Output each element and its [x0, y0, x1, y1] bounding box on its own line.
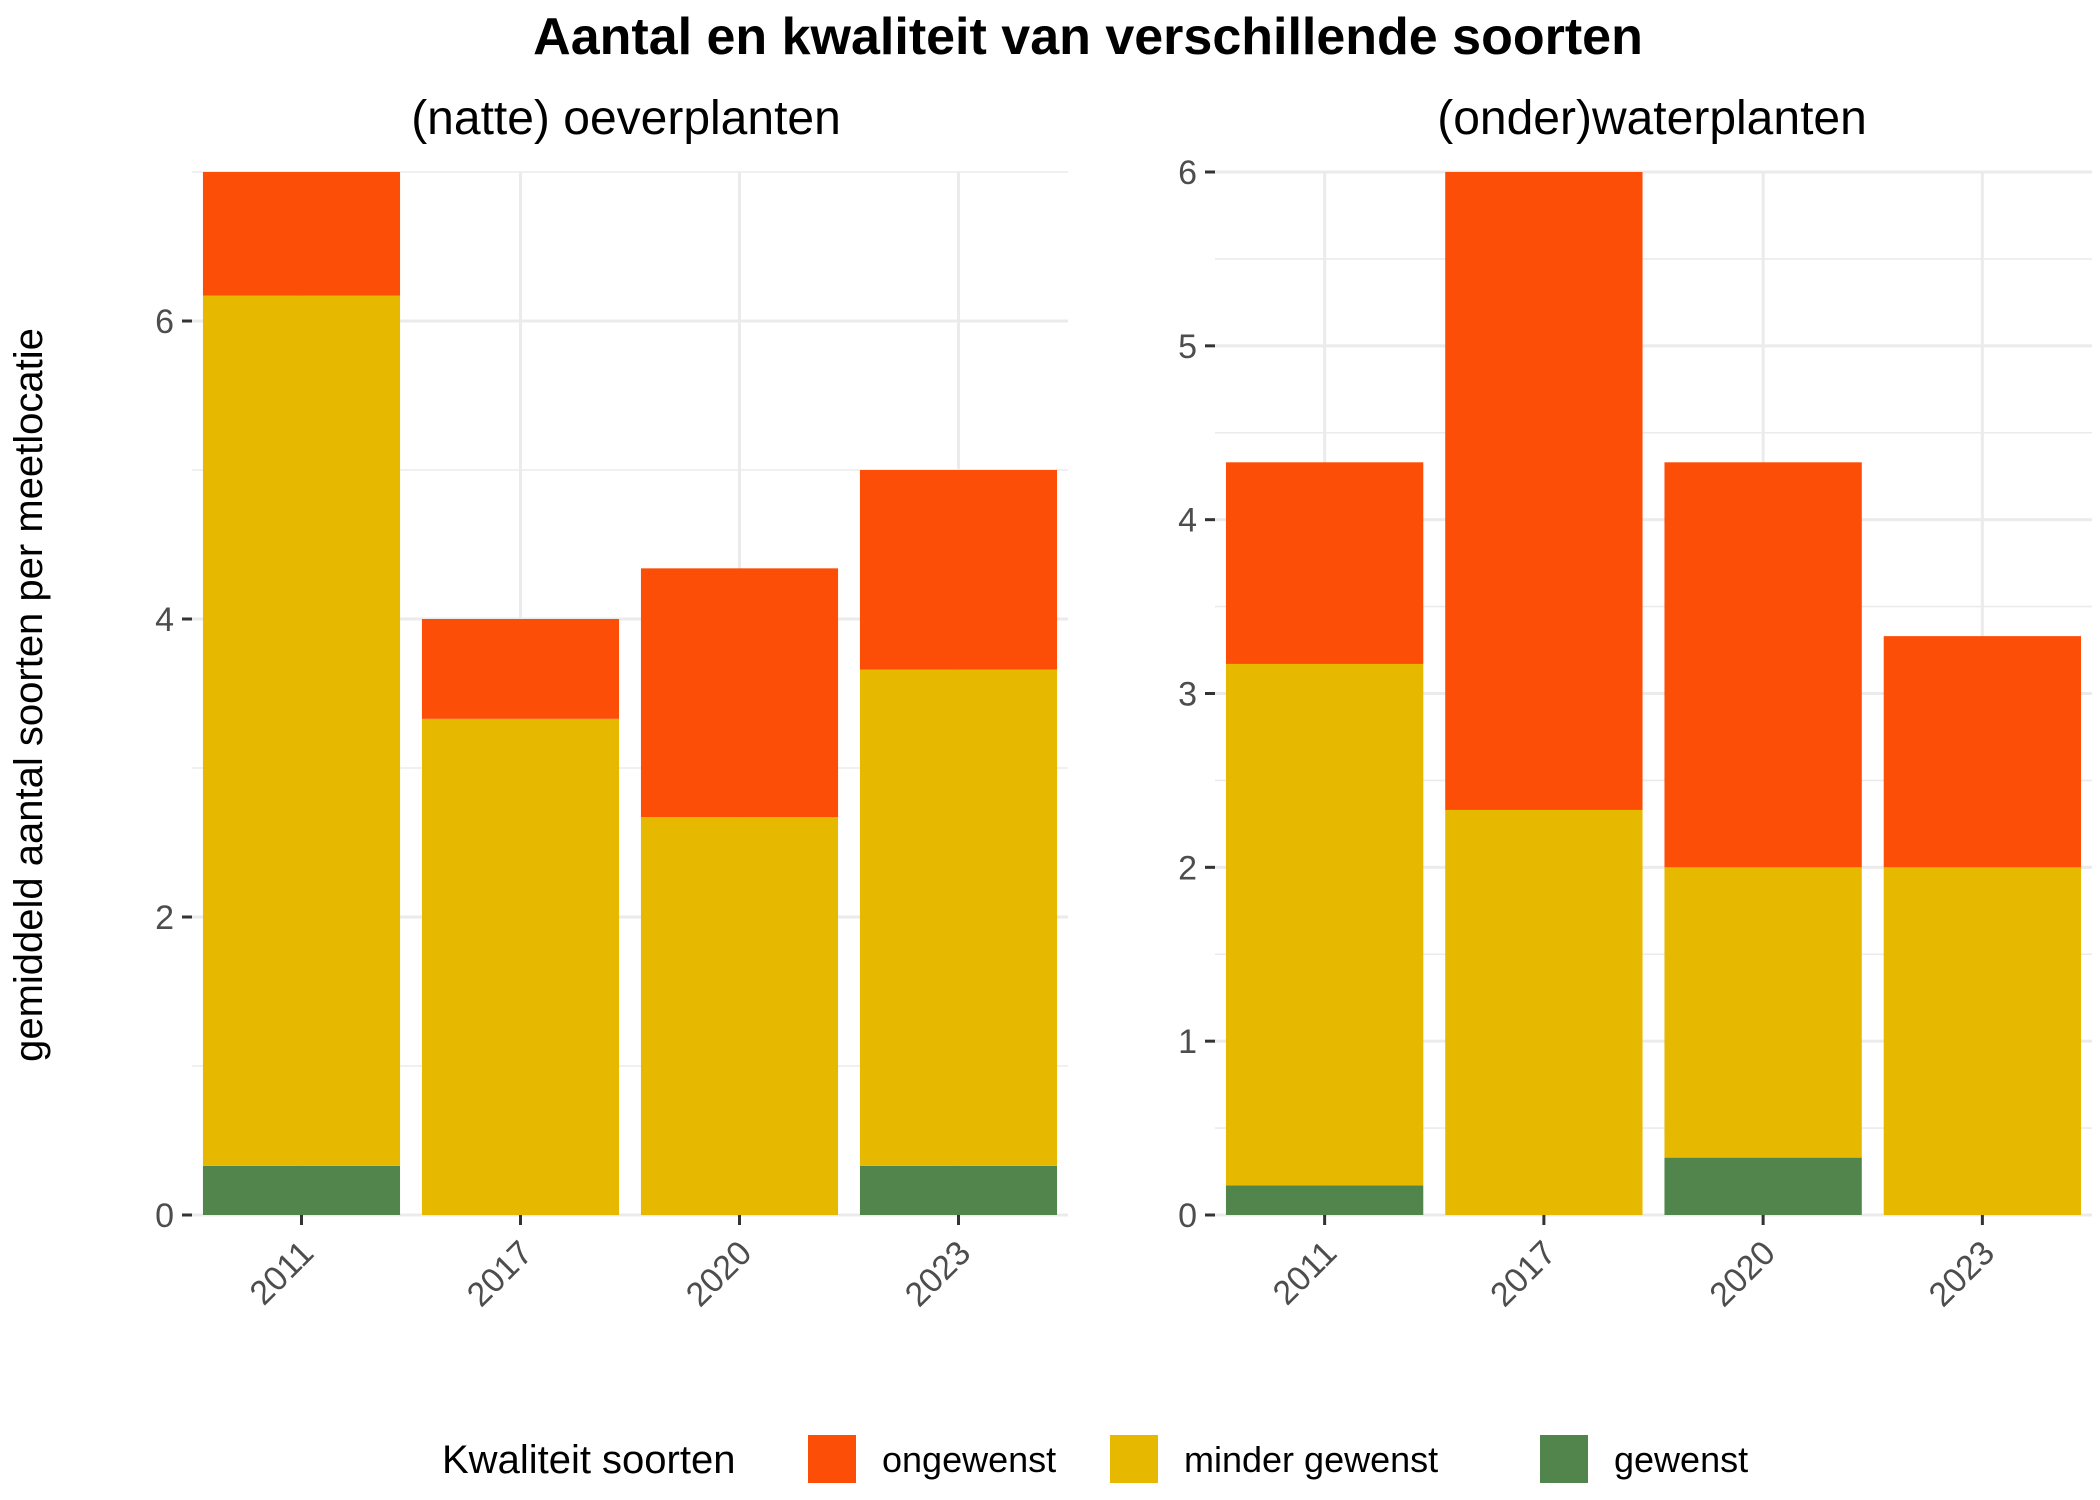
bar-ongewenst-2017	[1445, 172, 1643, 810]
y-tick-label: 6	[155, 303, 174, 341]
bar-minder-gewenst-2011	[1225, 663, 1424, 1186]
x-tick-label: 2020	[1702, 1234, 1782, 1314]
bar-minder-gewenst-2017	[421, 718, 620, 1215]
bars	[202, 172, 1058, 1215]
x-axis: 2011 2017 2020 2023	[1266, 1215, 2002, 1314]
bar-minder-gewenst-2020	[640, 817, 839, 1215]
y-tick-label: 4	[155, 601, 174, 639]
legend-key	[1110, 1435, 1158, 1483]
x-tick-label: 2023	[898, 1234, 978, 1314]
bars	[1225, 172, 2082, 1215]
bar-gewenst-2023	[859, 1165, 1058, 1215]
y-axis: 0 1 2 3 4 5 6	[1178, 154, 1215, 1235]
panel-1: (natte) oeverplanten 0 2 4 6 2011 2017 2020 2023	[155, 92, 1068, 1314]
x-tick-label: 2017	[1483, 1234, 1563, 1314]
legend-label: minder gewenst	[1184, 1439, 1438, 1480]
y-tick-label: 6	[1178, 154, 1197, 192]
bar-minder-gewenst-2023	[1883, 867, 2082, 1215]
y-axis: 0 2 4 6	[155, 303, 192, 1235]
y-tick-label: 3	[1178, 676, 1197, 714]
legend-item-ongewenst: ongewenst	[808, 1435, 1056, 1483]
bar-ongewenst-2020	[1664, 462, 1862, 868]
y-tick-label: 2	[1178, 849, 1197, 887]
panels: (natte) oeverplanten 0 2 4 6 2011 2017 2020 2023…	[155, 92, 2092, 1314]
x-axis: 2011 2017 2020 2023	[243, 1215, 978, 1314]
chart-title: Aantal en kwaliteit van verschillende so…	[533, 8, 1643, 66]
bar-minder-gewenst-2023	[859, 669, 1058, 1166]
bar-ongewenst-2020	[640, 568, 839, 818]
x-tick-label: 2023	[1922, 1234, 2002, 1314]
bar-minder-gewenst-2017	[1445, 809, 1643, 1215]
x-tick-label: 2011	[243, 1234, 322, 1313]
bar-gewenst-2011	[1225, 1185, 1424, 1215]
panel-title: (onder)waterplanten	[1437, 92, 1867, 145]
bar-ongewenst-2011	[1225, 462, 1424, 664]
panel-title: (natte) oeverplanten	[411, 92, 841, 145]
legend-key	[1540, 1435, 1588, 1483]
y-tick-label: 2	[155, 899, 174, 937]
legend-title: Kwaliteit soorten	[442, 1438, 735, 1482]
legend-item-gewenst: gewenst	[1540, 1435, 1748, 1483]
bar-minder-gewenst-2020	[1664, 867, 1862, 1158]
y-tick-label: 4	[1178, 502, 1197, 540]
legend: Kwaliteit soorten ongewenst minder gewens…	[442, 1435, 1748, 1483]
y-tick-label: 0	[155, 1197, 174, 1235]
y-axis-title: gemiddeld aantal soorten per meetlocatie	[7, 328, 51, 1062]
legend-item-minder-gewenst: minder gewenst	[1110, 1435, 1438, 1483]
y-tick-label: 0	[1178, 1197, 1197, 1235]
x-tick-label: 2020	[679, 1234, 759, 1314]
bar-ongewenst-2017	[421, 619, 620, 719]
x-tick-label: 2017	[460, 1234, 540, 1314]
bar-minder-gewenst-2011	[202, 295, 401, 1166]
legend-key	[808, 1435, 856, 1483]
bar-ongewenst-2011	[202, 172, 401, 296]
legend-label: gewenst	[1614, 1439, 1748, 1480]
y-tick-label: 5	[1178, 328, 1197, 366]
x-tick-label: 2011	[1266, 1234, 1345, 1313]
bar-ongewenst-2023	[1883, 636, 2082, 868]
legend-label: ongewenst	[882, 1439, 1056, 1480]
bar-gewenst-2020	[1664, 1157, 1862, 1215]
y-tick-label: 1	[1178, 1023, 1197, 1061]
bar-gewenst-2011	[202, 1165, 401, 1215]
bar-ongewenst-2023	[859, 470, 1058, 670]
